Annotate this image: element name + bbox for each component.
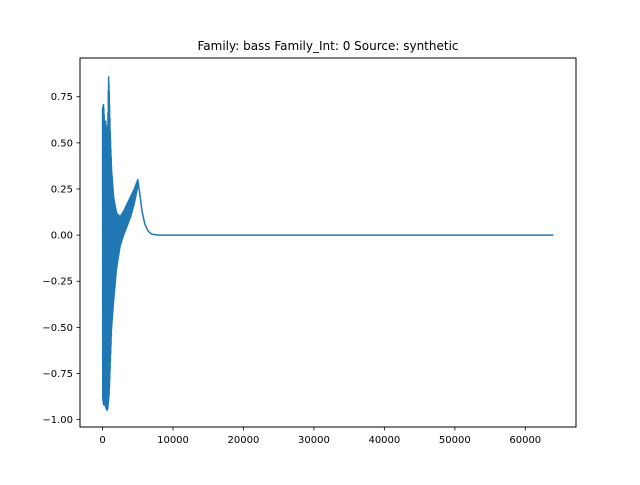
x-tick-label-5: 50000 xyxy=(439,435,471,446)
y-tick-label-1: 0.50 xyxy=(51,138,73,149)
x-tick-label-1: 10000 xyxy=(157,435,189,446)
x-tick-label-0: 0 xyxy=(99,435,105,446)
y-tick-label-7: −1.00 xyxy=(42,415,73,426)
y-tick-label-4: −0.25 xyxy=(42,277,73,288)
y-tick-label-3: 0.00 xyxy=(51,231,73,242)
x-tick-label-3: 30000 xyxy=(298,435,330,446)
plot-area xyxy=(101,76,554,411)
x-tick-label-2: 20000 xyxy=(228,435,260,446)
x-tick-label-6: 60000 xyxy=(509,435,541,446)
y-axis: 0.75 0.50 0.25 0.00 −0.25 −0.50 −0.75 −1.00 xyxy=(42,92,80,426)
series-line-0 xyxy=(101,76,554,411)
x-tick-label-4: 40000 xyxy=(368,435,400,446)
x-axis: 0 10000 20000 30000 40000 50000 60000 xyxy=(99,427,541,446)
y-tick-label-6: −0.75 xyxy=(42,369,73,380)
y-tick-label-0: 0.75 xyxy=(51,92,73,103)
y-tick-label-5: −0.50 xyxy=(42,323,73,334)
chart-title: Family: bass Family_Int: 0 Source: synth… xyxy=(197,39,458,53)
y-tick-label-2: 0.25 xyxy=(51,184,73,195)
axes-frame xyxy=(79,57,577,428)
